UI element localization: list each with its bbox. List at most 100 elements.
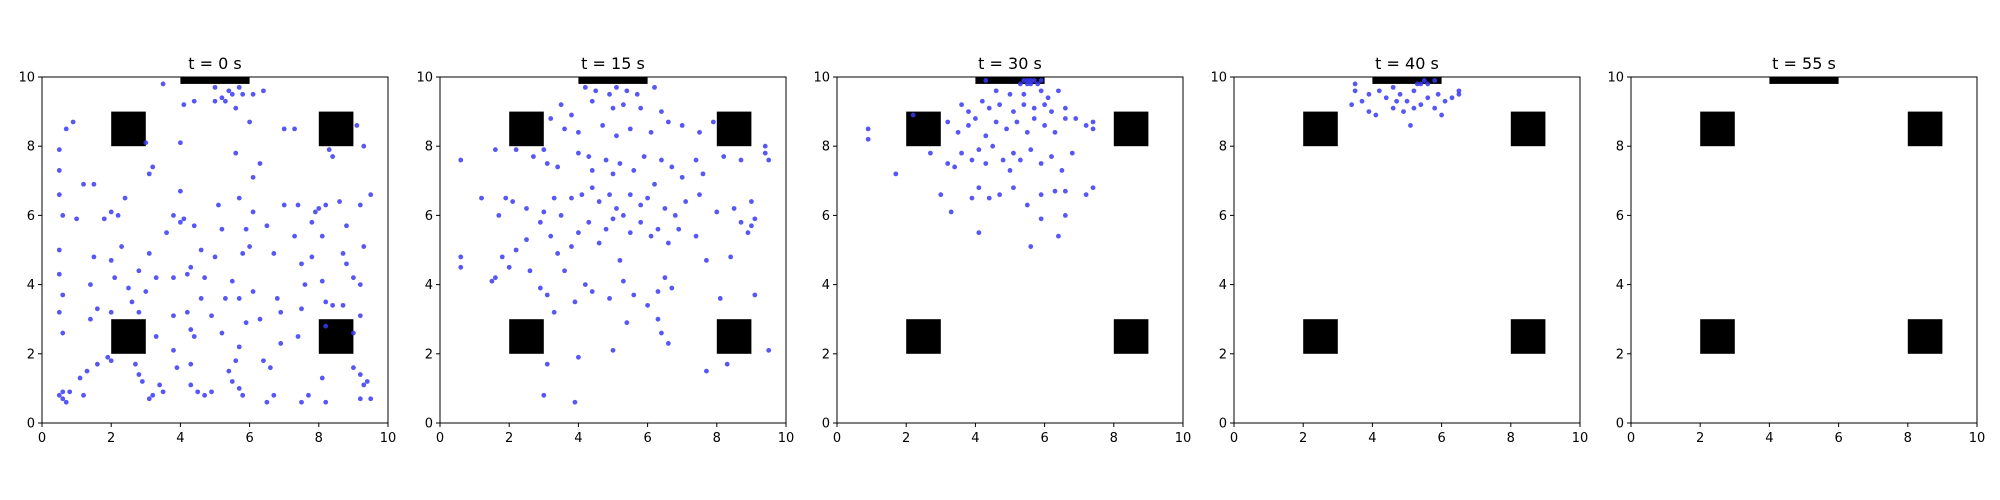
agent-point [101, 216, 107, 222]
y-tick-label: 6 [1219, 209, 1227, 224]
agent-point [229, 91, 235, 97]
agent-point [662, 206, 668, 211]
agent-point [319, 233, 325, 239]
agent-point [1359, 98, 1365, 104]
agent-point [153, 334, 159, 339]
y-tick-label: 2 [425, 347, 433, 362]
agent-point [240, 91, 246, 97]
agent-point [572, 299, 578, 305]
agent-point [527, 268, 533, 274]
x-tick-label: 2 [1696, 431, 1704, 446]
agent-point [340, 302, 346, 308]
agent-point [229, 379, 235, 384]
y-tick-label: 8 [1219, 140, 1227, 155]
agent-point [589, 289, 595, 294]
agent-point [1390, 105, 1396, 111]
agent-point [1418, 81, 1424, 87]
agent-point [88, 316, 93, 322]
agent-point [624, 88, 630, 94]
agent-point [212, 98, 218, 104]
agent-point [1024, 81, 1030, 87]
agent-point [56, 271, 62, 277]
agent-point [357, 396, 363, 402]
agent-point [969, 157, 975, 163]
agent-point [1449, 95, 1455, 101]
agent-point [627, 126, 633, 132]
agent-point [1028, 81, 1034, 87]
panel-3: t = 30 s 0 2 4 6 8 10 0 2 4 6 8 10 [813, 54, 1191, 446]
agent-point [997, 192, 1003, 198]
y-tick-label: 8 [425, 140, 433, 155]
agent-point [292, 126, 297, 132]
agent-point [60, 389, 66, 395]
agent-point [56, 309, 62, 315]
x-tick-label: 4 [1765, 431, 1773, 446]
agent-point [955, 129, 961, 135]
agent-point [1366, 91, 1372, 97]
x-tick-label: 8 [1110, 431, 1118, 446]
agent-point [603, 226, 609, 232]
agent-point [986, 105, 992, 111]
x-tick-label: 0 [1627, 431, 1635, 446]
agent-point [171, 213, 176, 218]
agent-point [136, 372, 142, 377]
agent-point [219, 226, 225, 232]
x-tick-label: 10 [1175, 431, 1192, 446]
agent-point [108, 257, 114, 263]
agent-point [209, 313, 214, 319]
agent-point [569, 195, 574, 201]
agent-point [665, 341, 671, 346]
agent-point [1031, 105, 1037, 111]
agent-point [704, 368, 709, 374]
agent-point [278, 341, 284, 346]
agent-point [537, 219, 543, 225]
agent-point [648, 233, 654, 239]
agent-point [510, 199, 516, 204]
agent-point [191, 98, 197, 104]
agent-point [229, 278, 235, 284]
agent-point [589, 185, 595, 191]
obstacle [1700, 319, 1735, 354]
agent-point [164, 230, 169, 236]
agent-point [607, 91, 612, 97]
agent-point [1042, 123, 1047, 128]
agent-point [762, 143, 768, 149]
agent-point [496, 213, 502, 218]
agent-point [634, 91, 640, 97]
agent-point [184, 271, 190, 277]
agent-point [652, 84, 657, 90]
agent-point [278, 309, 284, 315]
y-tick-label: 10 [1210, 71, 1227, 86]
agent-point [548, 116, 554, 121]
agent-point [659, 330, 664, 336]
y-tick-label: 2 [27, 347, 35, 362]
agent-point [1035, 81, 1041, 87]
agent-point [762, 150, 768, 156]
agent-point [351, 275, 356, 281]
agent-point [1024, 78, 1030, 83]
agent-point [1376, 88, 1382, 94]
agent-point [136, 268, 142, 274]
agent-point [1038, 88, 1044, 94]
agent-point [966, 109, 971, 114]
agent-point [67, 389, 73, 395]
agent-point [983, 78, 989, 83]
agent-point [1383, 95, 1389, 101]
agent-point [1052, 188, 1058, 194]
agent-point [576, 230, 581, 236]
agent-point [710, 119, 716, 125]
agent-point [150, 164, 156, 170]
agent-point [202, 392, 208, 398]
agent-point [108, 358, 114, 364]
obstacle [509, 111, 544, 147]
agent-point [990, 143, 996, 149]
agent-point [115, 213, 121, 218]
agent-point [1397, 91, 1403, 97]
agent-point [458, 254, 464, 260]
agent-point [665, 119, 671, 125]
agent-point [582, 84, 588, 90]
agent-point [669, 285, 675, 291]
agent-point [1031, 78, 1037, 83]
agent-point [948, 209, 954, 215]
agent-point [233, 358, 239, 364]
